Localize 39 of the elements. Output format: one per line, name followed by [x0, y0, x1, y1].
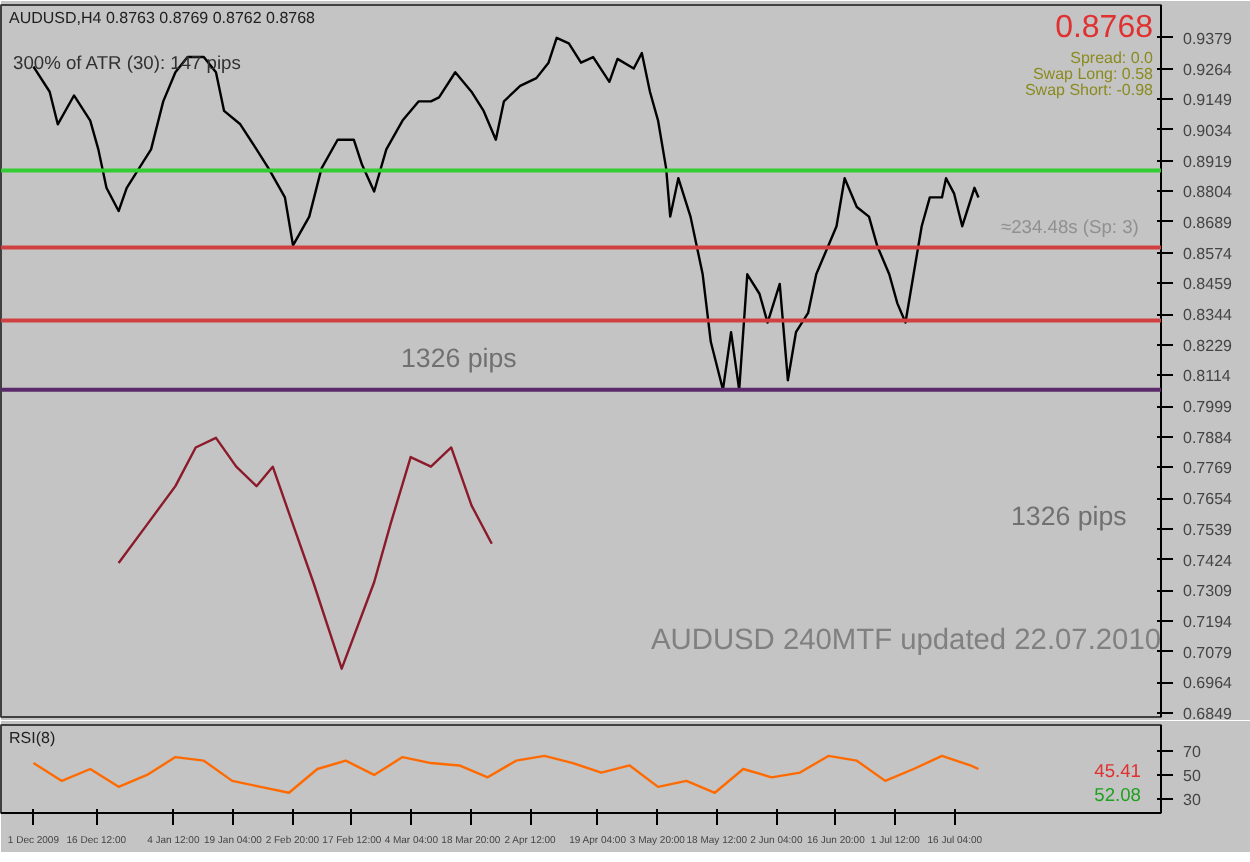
annotation: AUDUSD 240MTF updated 22.07.2010	[651, 625, 1162, 657]
y-tick-label: 0.7654	[1183, 490, 1234, 509]
y-tick-label: 0.7999	[1183, 398, 1234, 417]
y-tick-label: 0.7079	[1183, 643, 1234, 662]
y-tick-label: 70	[1183, 743, 1202, 762]
y-tick-label: 0.8804	[1183, 183, 1234, 202]
y-tick-label: 0.8689	[1183, 213, 1234, 232]
y-tick-label: 50	[1183, 766, 1202, 785]
y-tick-label: 0.7539	[1183, 520, 1234, 539]
line-series	[117, 436, 493, 670]
annotation: 1326 pips	[401, 343, 518, 373]
annotation: 1326 pips	[1011, 501, 1128, 531]
y-tick-label: 0.7309	[1183, 582, 1234, 601]
y-tick-label: 0.7424	[1183, 551, 1234, 570]
annotation: 52.08	[1094, 785, 1141, 805]
y-tick-label: 0.7884	[1183, 428, 1234, 447]
y-tick-label: 0.9379	[1183, 29, 1234, 48]
annotation: 0.8768	[1055, 11, 1154, 45]
y-tick-label: 0.8919	[1183, 152, 1234, 171]
y-tick-label: 0.8459	[1183, 275, 1234, 294]
annotation: Spread: 0.0	[1070, 49, 1155, 67]
chart-title: AUDUSD,H4 0.8763 0.8769 0.8762 0.8768	[9, 9, 317, 27]
y-tick-label: 0.9264	[1183, 60, 1234, 79]
y-tick-label: 0.7769	[1183, 459, 1234, 478]
y-tick-label: 0.8229	[1183, 336, 1234, 355]
y-tick-label: 0.8344	[1183, 306, 1234, 325]
annotation: Swap Long: 0.58	[1032, 65, 1155, 83]
line-series	[32, 754, 980, 794]
y-tick-label: 0.8574	[1183, 244, 1234, 263]
y-tick-label: 0.6964	[1183, 674, 1234, 693]
y-tick-label: 0.9034	[1183, 121, 1234, 140]
annotation: Swap Short: -0.98	[1024, 81, 1155, 99]
chart-title: RSI(8)	[9, 729, 56, 747]
annotation: 45.41	[1094, 761, 1141, 781]
y-tick-label: 0.8114	[1183, 367, 1232, 386]
y-tick-label: 0.9149	[1183, 91, 1234, 110]
y-tick-label: 30	[1183, 790, 1202, 809]
y-tick-label: 0.7194	[1183, 612, 1234, 631]
y-tick-label: 0.6849	[1183, 705, 1234, 723]
